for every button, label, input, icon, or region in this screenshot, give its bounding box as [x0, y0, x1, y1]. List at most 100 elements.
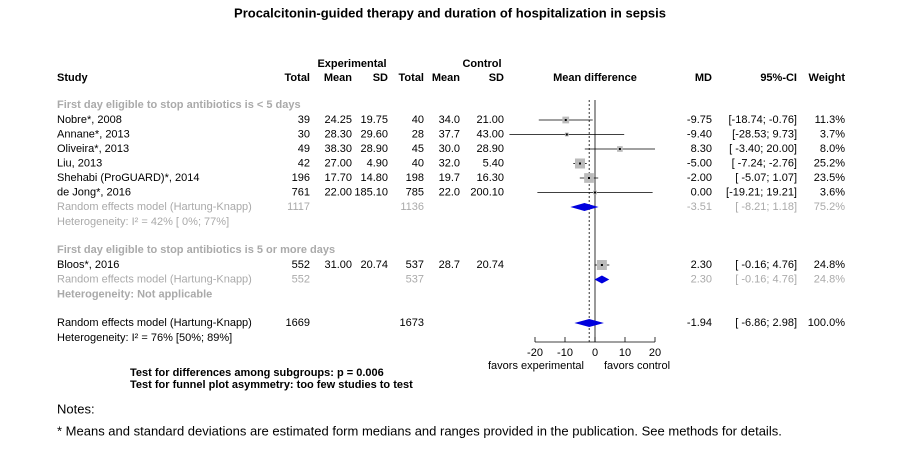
md-label: -1.94	[687, 317, 712, 329]
point	[594, 191, 596, 194]
cell: 16.30	[476, 172, 504, 184]
cell: 24.25	[324, 114, 352, 126]
weight-label: 25.2%	[814, 157, 845, 169]
md-label: 8.30	[691, 143, 712, 155]
point	[565, 133, 568, 136]
cell: 27.00	[324, 157, 352, 169]
point	[579, 162, 581, 165]
cell: 43.00	[476, 128, 504, 140]
md-label: -5.00	[687, 157, 712, 169]
cell: 28	[412, 128, 424, 140]
study-label: Bloos*, 2016	[57, 259, 119, 271]
column-header: SD	[489, 72, 504, 84]
cell: 20.74	[360, 259, 388, 271]
study-label: Random effects model (Hartung-Knapp)	[57, 201, 252, 213]
column-header: Total	[399, 72, 424, 84]
md-label: -2.00	[687, 172, 712, 184]
ci-label: [ -0.16; 4.76]	[735, 259, 797, 271]
point	[564, 119, 567, 121]
point	[588, 177, 590, 179]
point	[600, 264, 603, 266]
ci-label: [-19.21; 19.21]	[726, 186, 797, 198]
ci-label: [ -7.24; -2.76]	[732, 157, 797, 169]
group-title: First day eligible to stop antibiotics i…	[57, 99, 301, 111]
cell: 21.00	[476, 114, 504, 126]
study-label: Random effects model (Hartung-Knapp)	[57, 317, 252, 329]
md-label: -3.51	[687, 201, 712, 213]
x-tick-label: 0	[592, 347, 598, 359]
cell: 49	[298, 143, 310, 155]
cell: 40	[412, 114, 424, 126]
ci-label: [ -3.40; 20.00]	[729, 143, 797, 155]
x-tick-label: 10	[619, 347, 631, 359]
cell: 42	[298, 157, 310, 169]
cell: 28.90	[360, 143, 388, 155]
study-label: Oliveira*, 2013	[57, 143, 129, 155]
group-header: Control	[462, 58, 501, 70]
cell: 552	[292, 273, 310, 285]
cell: 5.40	[483, 157, 504, 169]
column-header: MD	[695, 72, 712, 84]
cell: 14.80	[360, 172, 388, 184]
cell: 4.90	[367, 157, 388, 169]
test-label: Test for funnel plot asymmetry: too few …	[130, 379, 413, 391]
column-header: Mean	[324, 72, 352, 84]
md-label: -9.40	[687, 128, 712, 140]
cell: 1669	[286, 317, 310, 329]
point	[618, 148, 621, 150]
group-title: First day eligible to stop antibiotics i…	[57, 244, 335, 256]
weight-label: 3.6%	[820, 186, 845, 198]
cell: 19.75	[360, 114, 388, 126]
cell: 761	[292, 186, 310, 198]
cell: 37.7	[439, 128, 460, 140]
study-label: Shehabi (ProGUARD)*, 2014	[57, 172, 199, 184]
diamond	[570, 203, 599, 211]
cell: 196	[292, 172, 310, 184]
chart-title: Procalcitonin-guided therapy and duratio…	[234, 5, 666, 20]
heterogeneity: Heterogeneity: Not applicable	[57, 288, 212, 300]
column-header: Mean	[432, 72, 460, 84]
md-label: 0.00	[691, 186, 712, 198]
study-label: Nobre*, 2008	[57, 114, 122, 126]
ci-label: [ -6.86; 2.98]	[735, 317, 797, 329]
cell: 1136	[400, 201, 424, 213]
favors-label: favors control	[604, 360, 670, 372]
cell: 537	[406, 273, 424, 285]
md-label: 2.30	[691, 273, 712, 285]
cell: 45	[412, 143, 424, 155]
cell: 28.7	[439, 259, 460, 271]
column-header: SD	[373, 72, 388, 84]
weight-label: 100.0%	[808, 317, 846, 329]
cell: 32.0	[439, 157, 460, 169]
group-header: Experimental	[317, 58, 386, 70]
ci-label: [ -0.16; 4.76]	[735, 273, 797, 285]
cell: 20.74	[476, 259, 504, 271]
column-header: Total	[285, 72, 310, 84]
cell: 29.60	[360, 128, 388, 140]
weight-label: 24.8%	[814, 273, 845, 285]
cell: 22.0	[439, 186, 460, 198]
x-tick-label: 20	[649, 347, 661, 359]
cell: 39	[298, 114, 310, 126]
cell: 1117	[287, 201, 310, 213]
diamond	[574, 319, 604, 327]
cell: 28.30	[324, 128, 352, 140]
x-tick-label: -10	[557, 347, 573, 359]
cell: 198	[406, 172, 424, 184]
cell: 30	[298, 128, 310, 140]
x-tick-label: -20	[527, 347, 543, 359]
weight-label: 24.8%	[814, 259, 845, 271]
cell: 17.70	[324, 172, 352, 184]
study-label: Random effects model (Hartung-Knapp)	[57, 273, 252, 285]
cell: 185.10	[354, 186, 388, 198]
md-label: 2.30	[691, 259, 712, 271]
study-label: Liu, 2013	[57, 157, 102, 169]
weight-label: 23.5%	[814, 172, 845, 184]
cell: 28.90	[476, 143, 504, 155]
ci-label: [ -8.21; 1.18]	[735, 201, 797, 213]
test-label: Test for differences among subgroups: p …	[130, 367, 384, 379]
notes-title: Notes:	[57, 401, 95, 416]
ci-label: [-18.74; -0.76]	[729, 114, 798, 126]
cell: 30.0	[439, 143, 460, 155]
